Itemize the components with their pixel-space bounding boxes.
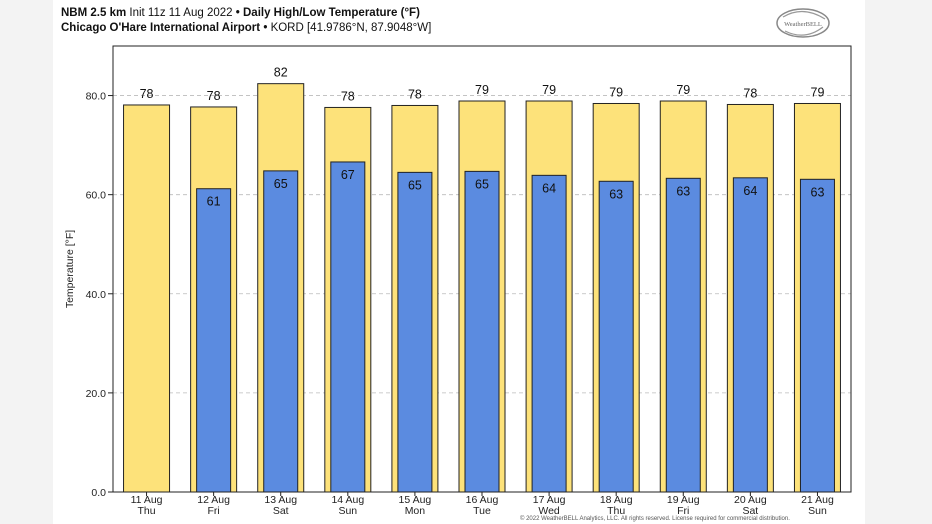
low-temp-bar: [196, 188, 232, 493]
x-tick-label-date: 21 Aug: [801, 494, 834, 506]
x-tick-label-date: 14 Aug: [331, 494, 364, 506]
low-temp-bar: [330, 161, 366, 493]
separator: •: [235, 7, 240, 19]
x-tick-label-day: Sun: [338, 505, 357, 517]
svg-text:WeatherBELL: WeatherBELL: [784, 21, 822, 28]
x-tick-label-date: 11 Aug: [131, 494, 163, 506]
station-name: Chicago O'Hare International Airport: [61, 22, 261, 34]
low-temp-value: 61: [207, 195, 221, 209]
x-tick-label-date: 15 Aug: [399, 494, 432, 506]
low-temp-bar: [263, 170, 299, 493]
y-tick-label: 60.0: [86, 190, 107, 202]
low-temp-value: 65: [408, 178, 422, 192]
init-time: Init 11z 11 Aug 2022: [129, 7, 233, 19]
high-temp-value: 79: [542, 83, 556, 97]
weatherbell-logo: WeatherBELL: [776, 8, 830, 38]
y-tick-label: 0.0: [91, 487, 106, 499]
high-temp-value: 78: [207, 89, 221, 103]
low-temp-value: 65: [274, 177, 288, 191]
low-temp-bar: [665, 177, 701, 493]
low-temp-value: 63: [676, 184, 690, 198]
chart-frame: NBM 2.5 km Init 11z 11 Aug 2022 • Daily …: [53, 0, 865, 524]
low-temp-bar: [464, 170, 500, 493]
separator: •: [263, 22, 268, 34]
x-tick-label-date: 18 Aug: [600, 494, 633, 506]
x-tick-label-date: 16 Aug: [466, 494, 499, 506]
low-temp-bar: [598, 180, 634, 493]
chart-title: Daily High/Low Temperature (°F): [243, 7, 420, 19]
high-temp-value: 79: [475, 83, 489, 97]
x-tick-label-date: 20 Aug: [734, 494, 767, 506]
x-tick-label-day: Wed: [538, 505, 560, 517]
low-temp-value: 65: [475, 177, 489, 191]
high-temp-value: 79: [609, 85, 623, 99]
high-temp-value: 79: [811, 85, 825, 99]
high-temp-value: 78: [341, 89, 355, 103]
y-tick-label: 20.0: [86, 388, 107, 400]
low-temp-value: 67: [341, 168, 355, 182]
header-line-1: NBM 2.5 km Init 11z 11 Aug 2022 • Daily …: [61, 7, 420, 19]
x-tick-label-date: 12 Aug: [197, 494, 230, 506]
high-temp-value: 78: [743, 86, 757, 100]
high-temp-value: 78: [408, 87, 422, 101]
low-temp-value: 63: [811, 185, 825, 199]
high-temp-value: 79: [676, 83, 690, 97]
low-temp-bar: [531, 174, 567, 493]
x-tick-label-date: 13 Aug: [264, 494, 297, 506]
high-temp-value: 78: [140, 87, 154, 101]
header-line-2: Chicago O'Hare International Airport • K…: [61, 22, 431, 34]
x-tick-label-day: Mon: [405, 505, 426, 517]
low-temp-value: 63: [609, 187, 623, 201]
temperature-chart: 78 78 61 82 65 78 67 78 65 79 65 79 64 79 63 79 63 78 64 79…: [64, 45, 852, 517]
copyright-notice: © 2022 WeatherBELL Analytics, LLC. All r…: [520, 516, 790, 522]
y-tick-label: 80.0: [86, 91, 107, 103]
high-temp-bar: [123, 104, 171, 493]
y-tick-label: 40.0: [86, 289, 107, 301]
x-tick-label-day: Fri: [677, 505, 689, 517]
low-temp-bar: [799, 178, 835, 493]
x-tick-label-date: 17 Aug: [533, 494, 566, 506]
plot-area-border: [112, 45, 852, 493]
low-temp-bar: [397, 171, 433, 493]
x-tick-label-day: Sat: [273, 505, 289, 517]
x-tick-label-day: Sun: [808, 505, 827, 517]
low-temp-value: 64: [542, 181, 556, 195]
x-tick-label-day: Thu: [607, 505, 625, 517]
x-tick-label-date: 19 Aug: [667, 494, 700, 506]
x-tick-label-day: Sat: [742, 505, 758, 517]
station-id: KORD [41.9786°N, 87.9048°W]: [270, 22, 432, 34]
low-temp-bar: [732, 177, 768, 493]
high-temp-value: 82: [274, 66, 288, 80]
y-axis-label: Temperature [°F]: [64, 230, 76, 308]
x-tick-label-day: Thu: [137, 505, 155, 517]
x-tick-label-day: Tue: [473, 505, 491, 517]
x-tick-label-day: Fri: [208, 505, 220, 517]
low-temp-value: 64: [743, 184, 757, 198]
model-name: NBM 2.5 km: [61, 7, 127, 19]
